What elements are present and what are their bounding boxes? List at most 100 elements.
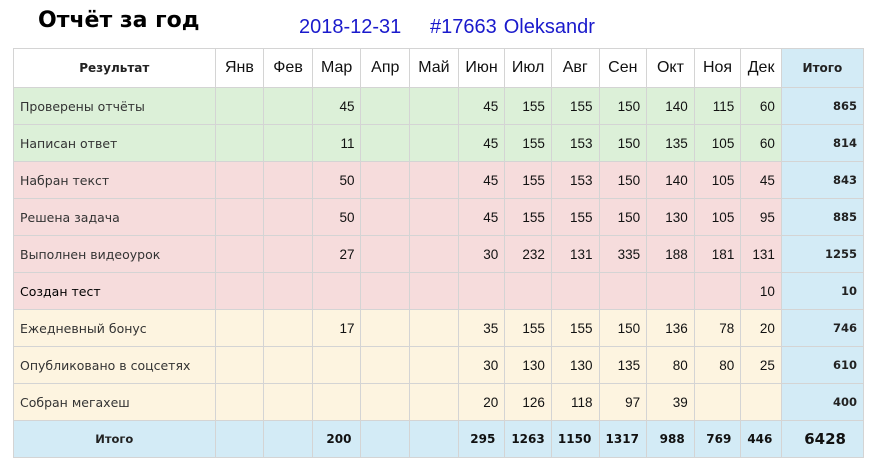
table-cell: 150 — [598, 124, 648, 162]
table-cell — [263, 346, 313, 384]
table-cell — [263, 87, 313, 125]
table-cell — [214, 161, 265, 199]
table-cell — [214, 87, 265, 125]
table-cell: 105 — [693, 198, 742, 236]
table-cell: 60 — [740, 87, 782, 125]
table-cell — [693, 272, 742, 310]
table-cell: 153 — [550, 124, 600, 162]
table-cell — [263, 235, 313, 273]
table-cell — [409, 272, 459, 310]
annual-report-table: Результат Янв Фев Мар Апр Май Июн Июл Авг Сен Окт… — [13, 48, 865, 458]
page-title: Отчёт за год — [38, 8, 200, 33]
month-total: 200 — [311, 420, 362, 458]
totals-label: Итого — [13, 420, 216, 458]
table-cell — [311, 346, 362, 384]
column-header-month: Сен — [598, 48, 648, 88]
month-total — [214, 420, 265, 458]
table-cell: 130 — [550, 346, 600, 384]
column-header-month: Фев — [263, 48, 313, 88]
row-label: Собран мегахеш — [13, 383, 216, 421]
table-cell: 11 — [311, 124, 362, 162]
table-cell: 105 — [693, 124, 742, 162]
table-cell: 150 — [598, 198, 648, 236]
row-label: Создан тест — [13, 272, 216, 310]
table-cell — [263, 161, 313, 199]
table-cell — [457, 272, 506, 310]
table-row: Набран текст 50 45 155 153 150 140 105 45 843 — [13, 161, 865, 199]
table-cell — [214, 383, 265, 421]
column-header-month: Дек — [740, 48, 782, 88]
table-cell — [409, 161, 459, 199]
table-cell: 115 — [693, 87, 742, 125]
month-total — [360, 420, 411, 458]
table-cell — [263, 383, 313, 421]
table-cell: 97 — [598, 383, 648, 421]
column-header-month: Ноя — [693, 48, 742, 88]
table-cell — [360, 272, 411, 310]
table-cell — [360, 235, 411, 273]
table-cell: 45 — [457, 124, 506, 162]
column-header-month: Апр — [360, 48, 411, 88]
table-cell: 105 — [693, 161, 742, 199]
table-cell — [214, 198, 265, 236]
month-total: 446 — [740, 420, 782, 458]
table-cell: 45 — [457, 87, 506, 125]
table-cell: 30 — [457, 235, 506, 273]
table-cell: 45 — [457, 198, 506, 236]
column-header-month: Мар — [311, 48, 362, 88]
column-header-result: Результат — [13, 48, 216, 88]
table-cell — [360, 383, 411, 421]
table-cell: 35 — [457, 309, 506, 347]
table-cell: 136 — [646, 309, 695, 347]
table-cell — [360, 346, 411, 384]
table-cell: 131 — [550, 235, 600, 273]
row-label: Решена задача — [13, 198, 216, 236]
table-row: Опубликовано в соцсетях 30 130 130 135 80 80 25… — [13, 346, 865, 384]
table-row: Создан тест 10 10 — [13, 272, 865, 310]
table-cell — [409, 87, 459, 125]
table-cell: 27 — [311, 235, 362, 273]
table-row: Написан ответ 11 45 155 153 150 135 105 60 814 — [13, 124, 865, 162]
table-cell — [214, 346, 265, 384]
table-cell — [409, 235, 459, 273]
table-cell — [646, 272, 695, 310]
table-cell: 135 — [598, 346, 648, 384]
table-cell — [360, 161, 411, 199]
column-header-month: Июл — [504, 48, 552, 88]
table-cell: 140 — [646, 161, 695, 199]
table-cell: 335 — [598, 235, 648, 273]
row-label: Проверены отчёты — [13, 87, 216, 125]
table-cell — [214, 309, 265, 347]
table-cell — [360, 124, 411, 162]
month-total: 988 — [646, 420, 695, 458]
table-row: Проверены отчёты 45 45 155 155 150 140 115 60 865 — [13, 87, 865, 125]
table-cell: 155 — [504, 87, 552, 125]
table-cell: 30 — [457, 346, 506, 384]
row-total: 610 — [780, 346, 865, 384]
row-total: 843 — [780, 161, 865, 199]
table-cell: 188 — [646, 235, 695, 273]
table-cell — [409, 309, 459, 347]
table-cell: 155 — [504, 198, 552, 236]
row-total: 885 — [780, 198, 865, 236]
table-cell: 140 — [646, 87, 695, 125]
row-total: 814 — [780, 124, 865, 162]
row-total: 746 — [780, 309, 865, 347]
table-cell: 25 — [740, 346, 782, 384]
table-cell: 155 — [550, 198, 600, 236]
table-cell: 78 — [693, 309, 742, 347]
column-header-month: Май — [409, 48, 459, 88]
table-cell — [263, 272, 313, 310]
table-cell: 39 — [646, 383, 695, 421]
table-cell: 10 — [740, 272, 782, 310]
table-cell — [360, 309, 411, 347]
table-cell — [214, 124, 265, 162]
table-cell: 150 — [598, 161, 648, 199]
table-cell: 181 — [693, 235, 742, 273]
table-cell: 153 — [550, 161, 600, 199]
table-cell — [263, 198, 313, 236]
table-row: Выполнен видеоурок 27 30 232 131 335 188 181 131… — [13, 235, 865, 273]
table-cell: 80 — [693, 346, 742, 384]
table-cell — [693, 383, 742, 421]
table-cell: 155 — [504, 161, 552, 199]
